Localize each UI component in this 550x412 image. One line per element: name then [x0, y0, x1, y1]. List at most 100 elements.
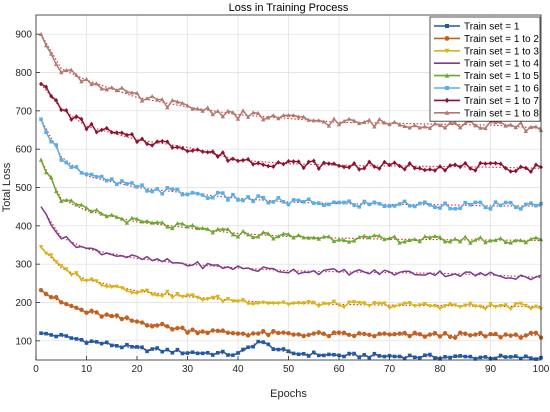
data-point — [220, 328, 226, 333]
data-point — [150, 347, 154, 351]
data-point — [125, 182, 129, 186]
series-line — [40, 159, 542, 244]
data-point — [120, 179, 124, 183]
data-point — [347, 351, 351, 356]
data-point — [43, 251, 49, 256]
data-point — [205, 105, 210, 110]
data-point — [341, 237, 347, 243]
data-point — [261, 329, 266, 334]
data-point — [216, 351, 220, 355]
data-point — [407, 160, 412, 166]
data-point — [412, 204, 417, 209]
data-point — [115, 182, 119, 187]
data-point — [160, 138, 165, 144]
data-point — [200, 329, 205, 334]
data-point — [144, 323, 150, 328]
data-point — [39, 117, 43, 122]
data-point — [216, 190, 220, 195]
data-point — [99, 127, 104, 133]
data-point — [432, 330, 438, 336]
data-point — [418, 356, 422, 360]
y-tick-label: 100 — [15, 336, 32, 347]
data-point — [377, 201, 382, 206]
data-point — [392, 204, 397, 208]
y-tick-label: 600 — [15, 145, 32, 156]
data-point — [478, 355, 483, 360]
data-point — [397, 163, 402, 169]
data-point — [473, 237, 478, 242]
data-point — [498, 353, 503, 358]
data-point — [428, 203, 432, 207]
data-point — [351, 300, 357, 305]
legend-marker — [444, 97, 450, 103]
data-point — [367, 117, 372, 122]
data-point — [89, 121, 94, 127]
data-point — [407, 125, 412, 130]
data-point — [372, 333, 377, 339]
legend-label: Train set = 1 to 4 — [464, 59, 539, 70]
data-point — [48, 253, 54, 258]
data-point — [458, 330, 463, 335]
legend-label: Train set = 1 to 5 — [464, 71, 539, 82]
data-point — [437, 306, 443, 311]
data-point — [382, 301, 387, 306]
data-point — [392, 119, 397, 124]
data-point — [175, 221, 180, 226]
data-point — [493, 200, 498, 204]
data-point — [69, 303, 74, 309]
data-point — [155, 346, 159, 350]
data-point — [59, 198, 64, 204]
x-tick-label: 80 — [434, 364, 446, 375]
data-point — [109, 313, 114, 319]
data-point — [69, 336, 74, 340]
data-point — [534, 203, 538, 208]
data-point — [306, 332, 311, 338]
data-point — [392, 234, 397, 239]
data-point — [59, 158, 64, 162]
data-point — [523, 333, 529, 338]
data-point — [79, 338, 84, 342]
series-2 — [38, 288, 544, 340]
data-point — [488, 206, 493, 211]
data-point — [498, 335, 503, 340]
data-point — [140, 183, 144, 187]
data-point — [165, 105, 170, 110]
data-point — [271, 347, 276, 352]
data-point — [190, 106, 195, 111]
data-point — [422, 234, 428, 239]
data-point — [422, 301, 428, 307]
data-point — [94, 279, 99, 284]
data-point — [43, 291, 49, 297]
data-point — [493, 305, 498, 310]
data-point — [286, 202, 291, 207]
data-point — [134, 216, 140, 221]
data-point — [458, 305, 463, 310]
data-point — [99, 86, 104, 91]
data-point — [124, 315, 130, 320]
data-point — [114, 130, 119, 135]
data-point — [104, 87, 109, 92]
data-point — [160, 191, 165, 196]
legend-label: Train set = 1 to 6 — [464, 84, 539, 95]
data-point — [508, 333, 513, 338]
data-point — [256, 160, 261, 166]
data-point — [301, 333, 306, 339]
data-point — [155, 323, 160, 328]
data-point — [54, 260, 59, 265]
data-point — [241, 347, 245, 352]
data-point — [437, 122, 443, 128]
data-point — [311, 331, 316, 336]
data-point — [205, 330, 210, 336]
data-point — [54, 189, 59, 194]
data-point — [79, 307, 84, 313]
series-line — [40, 206, 542, 281]
data-point — [175, 347, 180, 352]
data-point — [225, 330, 231, 335]
data-point — [165, 324, 170, 329]
legend-item: Train set = 1 to 2 — [434, 34, 539, 45]
data-point — [301, 235, 306, 240]
data-point — [200, 351, 205, 356]
data-point — [347, 199, 351, 204]
data-point — [372, 164, 377, 169]
